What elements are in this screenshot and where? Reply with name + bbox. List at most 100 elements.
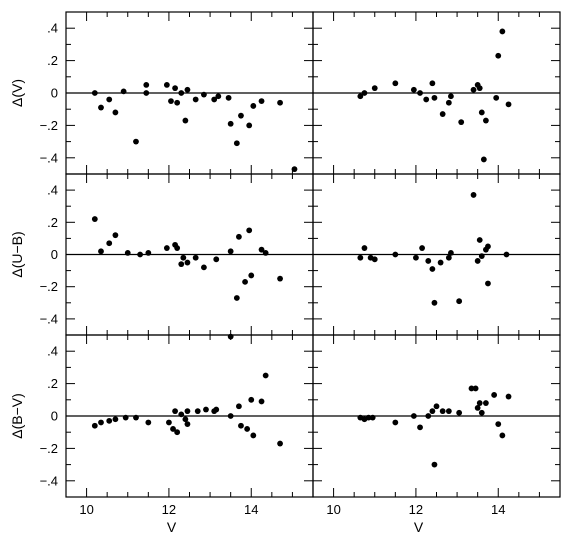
data-point (137, 251, 144, 258)
data-point (431, 299, 438, 306)
data-point (213, 256, 220, 263)
data-point (238, 112, 244, 119)
panel-r1-c0: −.4 −.2 0 .2 .4 (40, 173, 314, 336)
data-point (143, 90, 150, 96)
data-point (133, 138, 139, 145)
data-point (413, 254, 419, 261)
y-tick-label: −.2 (40, 118, 58, 133)
data-point (163, 245, 170, 251)
data-point (238, 422, 244, 429)
data-point (470, 192, 477, 198)
data-point (211, 96, 218, 103)
data-point (145, 249, 152, 256)
data-point (262, 372, 269, 379)
y-tick-label: .4 (47, 21, 58, 36)
data-point (361, 245, 368, 251)
data-point (445, 408, 452, 415)
x-tick-label: 14 (491, 502, 505, 517)
data-point (170, 426, 176, 432)
data-point (248, 272, 255, 279)
data-point (392, 80, 399, 87)
x-tick-label: 12 (162, 502, 176, 517)
data-point (493, 94, 500, 101)
y-axis-label: Δ(U−B) (9, 231, 25, 277)
x-tick-label: 12 (409, 502, 423, 517)
data-point (215, 93, 222, 100)
data-point (120, 88, 127, 95)
data-point (91, 216, 98, 222)
data-point (478, 409, 485, 416)
data-point (480, 156, 487, 163)
y-tick-label: .2 (47, 215, 58, 230)
data-point (483, 400, 489, 406)
data-point (180, 254, 187, 261)
data-point (184, 408, 191, 415)
data-point (184, 421, 191, 427)
data-point (419, 245, 425, 251)
data-point (499, 432, 506, 439)
data-point (145, 419, 152, 426)
data-point (248, 396, 255, 403)
data-point (124, 249, 131, 256)
data-point (468, 385, 475, 392)
data-point (182, 416, 189, 423)
data-point (201, 264, 207, 271)
data-point (357, 254, 364, 261)
data-point (233, 140, 240, 147)
data-point (456, 298, 463, 305)
data-point (236, 403, 242, 410)
data-point (439, 408, 446, 415)
data-point (227, 413, 234, 419)
data-point (445, 99, 452, 106)
data-point (250, 103, 257, 109)
data-point (277, 275, 283, 282)
data-point (433, 403, 440, 410)
data-point (194, 408, 201, 415)
y-tick-label: −.4 (40, 150, 58, 165)
data-point (429, 266, 436, 272)
data-point (410, 86, 417, 93)
data-point (429, 80, 436, 87)
data-point (172, 408, 178, 415)
data-point (168, 98, 174, 104)
data-point (143, 82, 150, 88)
data-point (357, 93, 364, 100)
y-axis-label: Δ(V) (9, 79, 25, 107)
data-point (163, 82, 170, 88)
y-tick-label: .2 (47, 53, 58, 68)
data-point (392, 419, 399, 426)
data-point (192, 96, 199, 103)
data-point (277, 440, 283, 447)
data-point (474, 258, 481, 264)
data-point (417, 90, 423, 96)
data-point (178, 261, 185, 268)
data-point (258, 246, 265, 253)
axis-labels-group: V V Δ(V) Δ(U−B) Δ(B−V) (9, 79, 424, 535)
data-point (445, 254, 452, 261)
data-point (174, 99, 181, 106)
y-tick-label: .4 (47, 183, 58, 198)
panel-r0-c1 (312, 11, 561, 175)
data-point (499, 28, 506, 35)
data-point (410, 413, 417, 419)
x-tick-label: 10 (326, 502, 340, 517)
data-point (470, 86, 477, 93)
data-point (106, 96, 113, 103)
data-point (369, 414, 376, 421)
data-point (213, 406, 220, 413)
data-point (431, 94, 438, 101)
panel-r2-c0: −.4 −.2 0 .2 .4 10 12 14 (40, 333, 314, 517)
data-point (429, 408, 436, 415)
data-point (112, 416, 119, 423)
data-point (392, 251, 399, 258)
data-point (478, 253, 485, 260)
x-axis-label: V (414, 519, 424, 535)
y-tick-label: −.2 (40, 279, 58, 294)
data-point (174, 245, 181, 251)
data-point (91, 422, 98, 429)
data-point (122, 414, 129, 421)
data-point (112, 109, 119, 116)
data-point (227, 333, 234, 340)
data-point (485, 243, 491, 250)
